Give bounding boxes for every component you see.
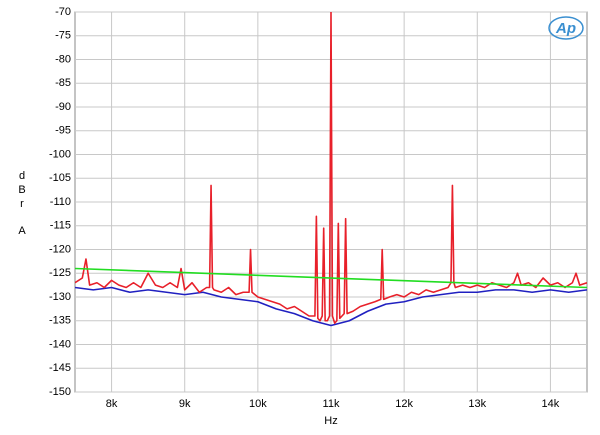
labels: -70 -75 -80 -85 -90 -95 -100 -105 -110 -115 -120 -1… [49, 6, 560, 410]
y-tick-label: -120 [49, 243, 71, 255]
x-tick-label: 11k [323, 398, 340, 410]
series-line [75, 286, 587, 327]
y-axis-label: B [18, 184, 25, 196]
y-tick-label: -110 [50, 196, 71, 208]
x-tick-label: 13k [468, 398, 486, 410]
x-tick-label: 14k [542, 398, 560, 410]
series-line [75, 267, 587, 289]
logo-ring [548, 16, 584, 40]
y-tick-label: -115 [50, 220, 71, 232]
logo: Ap [555, 20, 576, 37]
x-tick-label: 12k [395, 398, 413, 410]
y-axis-label: A [18, 225, 26, 237]
y-tick-label: -145 [49, 362, 71, 374]
y-tick-label: -100 [49, 148, 71, 160]
y-tick-label: -135 [49, 315, 71, 327]
y-tick-label: -140 [49, 338, 71, 350]
y-tick-label: -90 [55, 101, 71, 113]
x-tick-label: 9k [179, 398, 191, 410]
y-tick-label: -150 [49, 386, 71, 398]
y-tick-label: -85 [55, 77, 71, 89]
x-tick-label: 8k [106, 398, 118, 410]
y-tick-label: -80 [55, 53, 71, 65]
plot-lines [75, 12, 587, 327]
series-line [75, 12, 587, 324]
y-tick-label: -95 [55, 125, 71, 137]
y-tick-label: -105 [49, 172, 71, 184]
y-tick-label: -125 [49, 267, 71, 279]
y-tick-label: -130 [49, 291, 71, 303]
x-tick-label: 10k [249, 398, 267, 410]
y-axis-label: r [20, 198, 24, 210]
x-axis-label: Hz [324, 415, 337, 427]
y-axis-label: d [19, 170, 25, 182]
y-tick-label: -70 [55, 6, 71, 18]
y-tick-label: -75 [55, 30, 71, 42]
